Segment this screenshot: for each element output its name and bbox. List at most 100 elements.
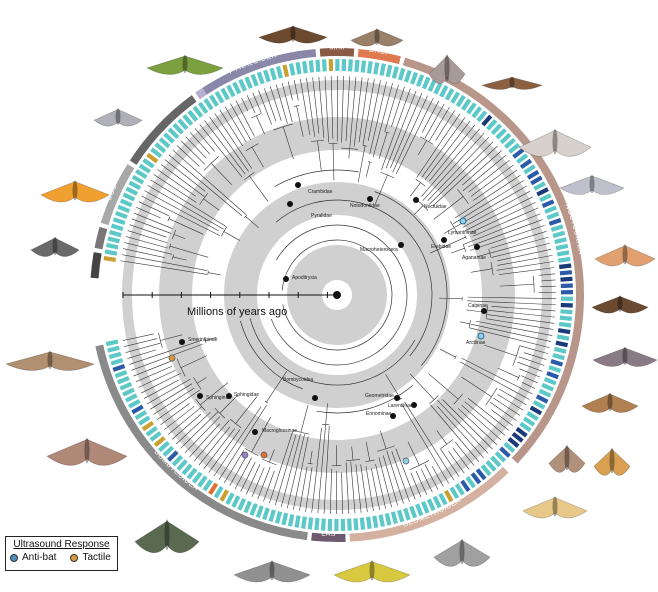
branch	[521, 375, 538, 384]
clade-band	[129, 95, 197, 165]
node-label: Pyralidae	[311, 213, 332, 219]
branch	[357, 145, 366, 183]
tip-state-cell	[560, 309, 573, 315]
moth-photo	[559, 175, 625, 195]
branch	[195, 398, 206, 411]
tip-state-cell	[116, 375, 130, 385]
branch	[377, 445, 395, 452]
branch	[485, 305, 488, 319]
moth-body	[459, 539, 465, 565]
branch	[317, 140, 322, 172]
branch	[461, 357, 533, 395]
moth-photo	[591, 295, 649, 314]
moth-wings	[559, 175, 625, 195]
branch	[316, 385, 414, 414]
branch	[256, 115, 265, 135]
branch	[269, 431, 293, 504]
moth-body	[622, 244, 628, 265]
branch	[452, 447, 470, 470]
tip-state-cell	[125, 393, 138, 403]
branch	[453, 180, 524, 224]
tip-state-cell	[192, 105, 204, 118]
tip-state-cell	[171, 454, 184, 467]
tip-state-cell	[490, 455, 502, 468]
tip-state-cell	[269, 67, 277, 81]
tip-state-ring	[103, 58, 574, 532]
tip-state-cell	[177, 118, 189, 131]
clade-label: MIM	[329, 44, 344, 51]
moth-photo	[233, 560, 311, 583]
tip-state-cell	[307, 517, 314, 530]
tip-state-cell	[107, 236, 121, 244]
tip-state-cell	[560, 302, 573, 308]
branch	[431, 465, 444, 487]
clade-band-pyraloidea	[195, 48, 317, 100]
tip-state-cell	[490, 123, 503, 136]
tip-state-cell	[516, 153, 529, 164]
node-marker	[367, 196, 373, 202]
branch	[417, 140, 427, 156]
tip-state-cell	[232, 81, 242, 95]
branch	[190, 132, 210, 155]
tip-state-cell	[107, 345, 120, 353]
branch	[468, 296, 556, 299]
node-label: Bombycoidea	[283, 377, 314, 383]
time-band	[159, 117, 515, 473]
moth-body	[115, 108, 121, 125]
branch	[214, 113, 253, 169]
branch	[429, 141, 494, 205]
tip-state-cell	[415, 503, 424, 517]
moth-photo	[46, 438, 128, 466]
branch	[197, 377, 207, 384]
branch	[462, 150, 502, 186]
branch	[180, 411, 219, 449]
node-label: Arctiinae	[466, 340, 486, 346]
response-marker	[168, 354, 176, 362]
tip-state-cell	[244, 76, 253, 90]
moth-photo	[134, 519, 200, 553]
clade-band-las	[311, 532, 346, 542]
branch	[124, 242, 173, 255]
time-bands	[122, 80, 552, 510]
legend-tactile: Tactile	[82, 552, 111, 563]
tip-state-cell	[104, 249, 118, 256]
branch	[176, 145, 200, 167]
branch	[300, 79, 311, 135]
branch	[136, 207, 161, 219]
tip-state-cell	[122, 192, 136, 202]
tip-state-cell	[105, 242, 119, 250]
branch	[181, 140, 206, 165]
branch	[275, 199, 433, 357]
branch	[422, 132, 485, 201]
branch	[157, 169, 196, 197]
node-marker	[390, 413, 396, 419]
branch	[341, 76, 344, 143]
branch	[464, 196, 533, 232]
branch	[251, 417, 271, 453]
branch	[470, 323, 552, 342]
time-band	[122, 80, 552, 510]
tip-state-cell	[495, 128, 507, 140]
tip-state-cell	[373, 62, 380, 75]
moth-body	[269, 560, 275, 581]
branch	[172, 149, 247, 215]
legend-title: Ultrasound Response	[13, 539, 110, 550]
branch	[457, 189, 469, 204]
branch	[499, 388, 527, 406]
branch	[133, 212, 173, 229]
branch	[168, 406, 202, 435]
branch	[246, 463, 261, 495]
tip-state-cell	[397, 67, 406, 81]
branch	[235, 100, 255, 137]
moth-photo	[93, 108, 143, 127]
tip-state-cell	[135, 169, 148, 180]
node-marker	[398, 242, 404, 248]
node-label: Smerinthinae	[188, 337, 218, 343]
branch	[467, 219, 543, 248]
tip-state-cell	[556, 334, 570, 341]
tip-state-cell	[103, 256, 117, 263]
moth-wings	[594, 245, 656, 267]
tip-state-cell	[560, 276, 573, 282]
moth-photo	[548, 445, 586, 473]
moth-body	[509, 76, 515, 89]
